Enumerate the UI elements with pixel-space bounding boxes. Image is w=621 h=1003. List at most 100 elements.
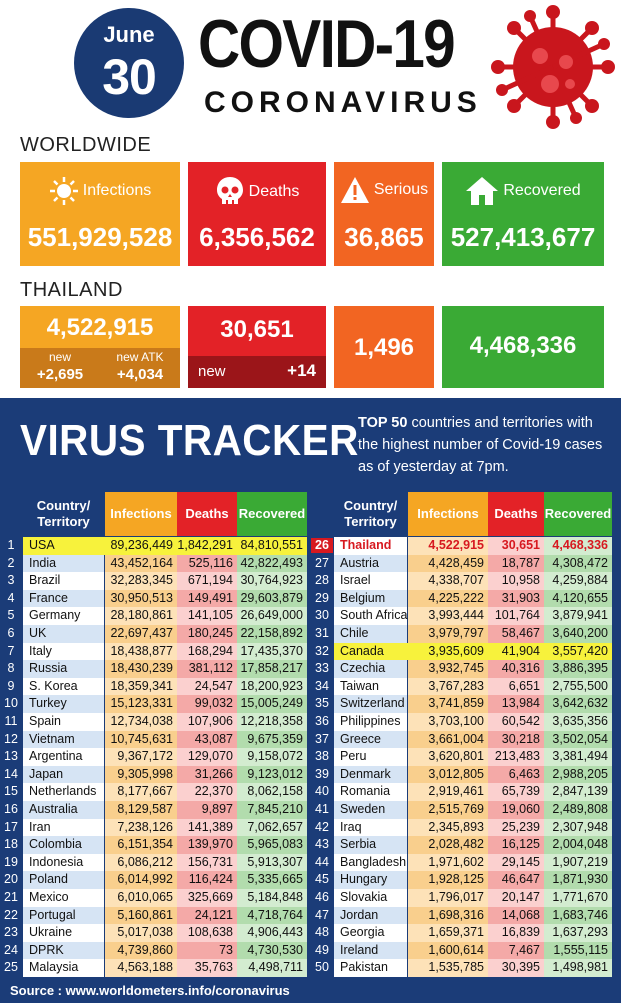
worldwide-serious-box: Serious 36,865 [334, 162, 434, 266]
country-name: France [29, 590, 68, 605]
warning-icon [340, 177, 369, 203]
recovered-label: Recovered [503, 182, 581, 200]
table-row [334, 677, 407, 696]
cell-bg [408, 871, 488, 889]
thailand-serious-box: 1,496 [334, 306, 434, 388]
infections-cell: 32,283,345 [110, 573, 173, 588]
deaths-cell: 107,906 [187, 714, 233, 728]
cell-bg [488, 713, 544, 731]
cell-bg [544, 554, 612, 573]
cell-bg [177, 748, 237, 766]
table-row [334, 730, 407, 749]
cell-bg [544, 941, 612, 960]
country-name: Vietnam [29, 731, 75, 746]
deaths-cell: 43,087 [194, 731, 233, 746]
cell-bg [105, 924, 177, 942]
page-subtitle: CORONAVIRUS [204, 86, 482, 119]
thailand-new-atk-value: +4,034 [116, 366, 164, 383]
country-name: Slovakia [340, 890, 388, 904]
table-row [334, 818, 407, 837]
recovered-cell: 1,555,115 [553, 942, 608, 957]
col-recovered-left: Recovered [237, 492, 307, 536]
recovered-cell: 3,640,200 [552, 626, 608, 640]
country-name: Portugal [29, 907, 76, 922]
worldwide-recovered-value: 527,413,677 [450, 222, 596, 252]
table-row [23, 713, 104, 731]
cell-bg [237, 625, 307, 643]
table-row [334, 906, 407, 925]
table-row [23, 695, 104, 713]
cell-bg [408, 537, 488, 555]
cell-bg [237, 801, 307, 819]
col-infections-right: Infections [408, 492, 488, 536]
table-row [334, 853, 407, 872]
cell-bg [544, 871, 612, 889]
cell-bg [177, 695, 237, 713]
cell-bg [177, 713, 237, 731]
row-rank: 19 [4, 854, 18, 869]
row-rank: 22 [4, 907, 18, 922]
thailand-serious-value: 1,496 [353, 334, 415, 361]
tracker-description: TOP 50 countries and territories with th… [358, 412, 608, 478]
recovered-cell: 1,771,670 [552, 890, 608, 904]
cell-bg [105, 871, 177, 889]
thailand-deaths-box: 30,651 new +14 [188, 306, 326, 388]
skull-icon [216, 177, 243, 204]
row-rank: 49 [315, 942, 329, 957]
cell-bg [544, 818, 612, 837]
cell-bg [488, 871, 544, 889]
cell-bg [237, 836, 307, 854]
deaths-cell: 129,070 [187, 749, 233, 764]
cell-bg [177, 889, 237, 907]
table-row [23, 589, 104, 608]
date-day: 30 [102, 49, 157, 105]
cell-bg [105, 572, 177, 590]
deaths-cell: 381,112 [188, 661, 233, 676]
cell-bg [105, 642, 177, 661]
row-rank: 28 [315, 573, 329, 588]
recovered-cell: 3,557,420 [552, 643, 608, 658]
thailand-new-label: new [48, 350, 71, 364]
country-name: Switzerland [340, 696, 405, 711]
infections-cell: 2,515,769 [428, 802, 484, 816]
recovered-cell: 22,158,892 [240, 626, 303, 640]
infections-cell: 8,129,587 [117, 802, 173, 816]
deaths-cell: 46,647 [501, 872, 540, 887]
table-row [334, 537, 407, 555]
deaths-cell: 101,764 [494, 608, 540, 623]
country-name: Sweden [340, 802, 386, 816]
recovered-cell: 4,906,443 [247, 925, 303, 940]
table-row [334, 660, 407, 678]
cell-bg [177, 801, 237, 819]
country-name: Brazil [29, 573, 61, 588]
cell-bg [544, 572, 612, 590]
recovered-cell: 3,642,632 [552, 696, 608, 711]
row-rank: 6 [7, 626, 15, 640]
recovered-cell: 3,879,941 [552, 608, 608, 623]
date-badge: June 30 [74, 8, 184, 118]
table-row [23, 748, 104, 766]
col-deaths-left: Deaths [177, 492, 237, 536]
cell-bg [544, 748, 612, 766]
cell-bg [488, 801, 544, 819]
table-row [23, 783, 104, 801]
cell-bg [237, 853, 307, 872]
sun-icon [49, 177, 78, 205]
cell-bg [488, 906, 544, 925]
worldwide-recovered-box: Recovered 527,413,677 [442, 162, 604, 266]
infections-cell: 22,697,437 [110, 626, 173, 640]
col-country-right: Country/Territory [343, 498, 398, 529]
deaths-cell: 9,897 [201, 802, 233, 816]
cell-bg [544, 660, 612, 678]
cell-bg [237, 748, 307, 766]
infections-cell: 1,796,017 [428, 890, 484, 904]
highlight-row [334, 642, 612, 661]
table-row [23, 889, 104, 907]
country-name: UK [29, 626, 47, 640]
row-rank: 25 [4, 960, 18, 975]
cell-bg [408, 625, 488, 643]
cell-bg [408, 660, 488, 678]
row-rank: 48 [315, 925, 329, 940]
table-row [334, 889, 407, 907]
row-rank: 39 [315, 766, 329, 781]
